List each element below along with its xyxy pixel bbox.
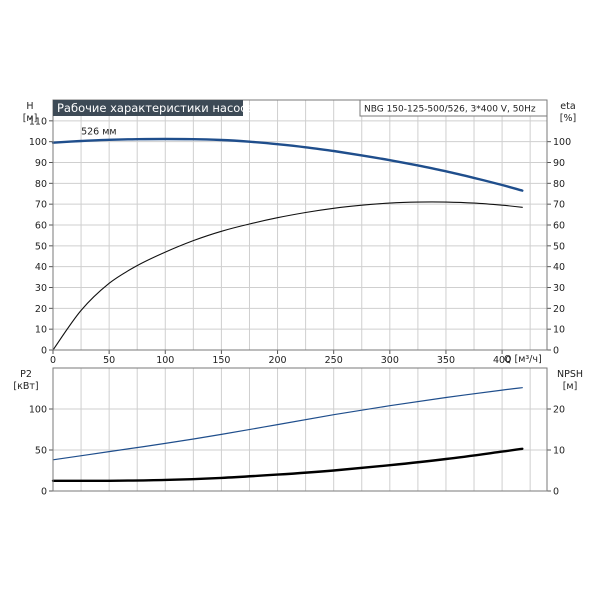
npsh-curve (51, 447, 524, 483)
y-left-tick-label: 40 (35, 262, 47, 273)
x-tick-label: 50 (103, 355, 115, 366)
y-left-tick-label: 80 (35, 179, 47, 190)
y-left-tick-label: 0 (41, 346, 47, 357)
y-right-tick-label: 100 (553, 137, 571, 148)
y-left-tick-label: 50 (35, 241, 47, 252)
y-left-axis-unit: [м] (23, 113, 38, 124)
plot2-frame (52, 367, 548, 492)
curve-annotation-526mm: 526 мм (81, 127, 117, 138)
chart-subtitle: NBG 150-125-500/526, 3*400 V, 50Hz (364, 105, 536, 115)
y-left-tick-label: 10 (35, 325, 47, 336)
y-right-tick-label: 50 (553, 241, 565, 252)
power-npsh-plot: 0 50 100 0 10 20 P2[кВт] NPSH[м] (13, 367, 583, 498)
y-right-tick-label: 30 (553, 283, 565, 294)
y-left-tick-label: 90 (35, 158, 47, 169)
npsh-axis-name: NPSH (557, 369, 583, 380)
head-curve-526mm (51, 137, 524, 192)
npsh-tick-label: 0 (553, 487, 559, 498)
chart-title: Рабочие характеристики насоса (57, 101, 254, 115)
y-left-tick-label: 20 (35, 304, 47, 315)
y-right-tick-label: 40 (553, 262, 565, 273)
plot1-frame (52, 99, 548, 351)
x-tick-label: 100 (156, 355, 174, 366)
y-right-tick-label: 80 (553, 179, 565, 190)
y-left-tick-label: 70 (35, 200, 47, 211)
head-efficiency-plot: 0 50 100 150 200 250 300 350 4000102030405060708… (23, 99, 576, 366)
x-tick-label: 200 (268, 355, 286, 366)
npsh-tick-label: 20 (553, 405, 565, 416)
y-right-tick-label: 20 (553, 304, 565, 315)
y-right-tick-label: 10 (553, 325, 565, 336)
x-tick-label: 350 (437, 355, 455, 366)
power-curve (52, 387, 523, 461)
y-right-tick-label: 70 (553, 200, 565, 211)
y-left-tick-label: 100 (29, 137, 47, 148)
npsh-axis-unit: [м] (563, 381, 578, 392)
y-right-tick-label: 60 (553, 221, 565, 232)
plot1-grid (53, 100, 547, 350)
p2-axis-name: P2 (20, 369, 32, 380)
plot2-grid (53, 368, 547, 491)
y-left-tick-label: 30 (35, 283, 47, 294)
y-right-axis-name: eta (560, 101, 575, 112)
p2-tick-label: 100 (29, 405, 47, 416)
subtitle-box (359, 99, 548, 117)
y-left-axis-name: H (26, 101, 33, 112)
x-axis-label: Q [м³/ч] (504, 354, 542, 365)
y-left-tick-label: 60 (35, 221, 47, 232)
npsh-tick-label: 10 (553, 446, 565, 457)
p2-axis-unit: [кВт] (13, 381, 38, 392)
x-tick-label: 250 (325, 355, 343, 366)
x-tick-label: 0 (50, 355, 56, 366)
y-left-tick-label: 110 (29, 116, 47, 127)
title-box (53, 100, 243, 116)
efficiency-curve (52, 201, 523, 351)
y-right-tick-label: 0 (553, 346, 559, 357)
p2-tick-label: 50 (35, 446, 47, 457)
x-tick-label: 300 (381, 355, 399, 366)
x-tick-label: 150 (212, 355, 230, 366)
x-tick-label: 400 (493, 355, 511, 366)
p2-tick-label: 0 (41, 487, 47, 498)
y-right-axis-unit: [%] (560, 113, 576, 124)
y-right-tick-label: 90 (553, 158, 565, 169)
